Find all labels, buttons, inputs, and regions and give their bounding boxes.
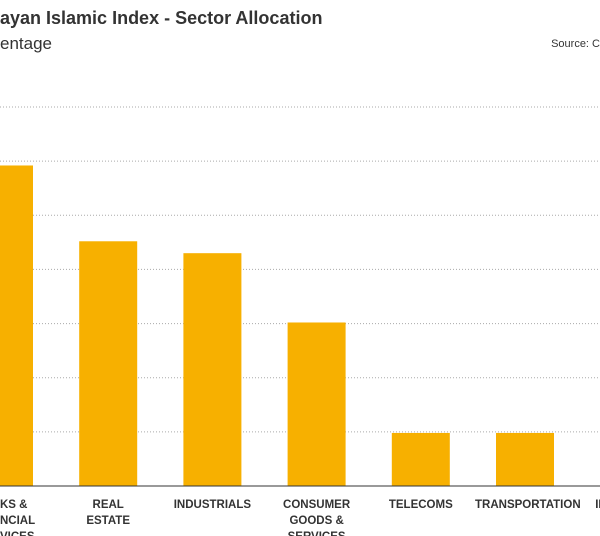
- bar: [0, 165, 33, 486]
- bar: [496, 432, 554, 486]
- bar: [287, 322, 346, 486]
- x-tick-label: KS & NCIAL VICES: [0, 499, 36, 536]
- x-tick-label: IN: [595, 499, 600, 511]
- bar: [79, 241, 138, 486]
- x-tick-label: INDUSTRIALS: [173, 499, 252, 511]
- chart-subtitle: entage: [0, 34, 52, 53]
- x-tick-label: CONSUMER GOODS & SERVICES: [283, 499, 351, 536]
- x-tick-label: TRANSPORTATION: [475, 499, 581, 511]
- bar: [391, 432, 450, 486]
- x-tick-label: REAL ESTATE: [86, 499, 131, 527]
- chart-title: ayan Islamic Index - Sector Allocation: [0, 8, 323, 28]
- bar: [183, 253, 242, 486]
- source-note: Source: C: [551, 38, 600, 50]
- x-tick-label: TELECOMS: [388, 499, 453, 511]
